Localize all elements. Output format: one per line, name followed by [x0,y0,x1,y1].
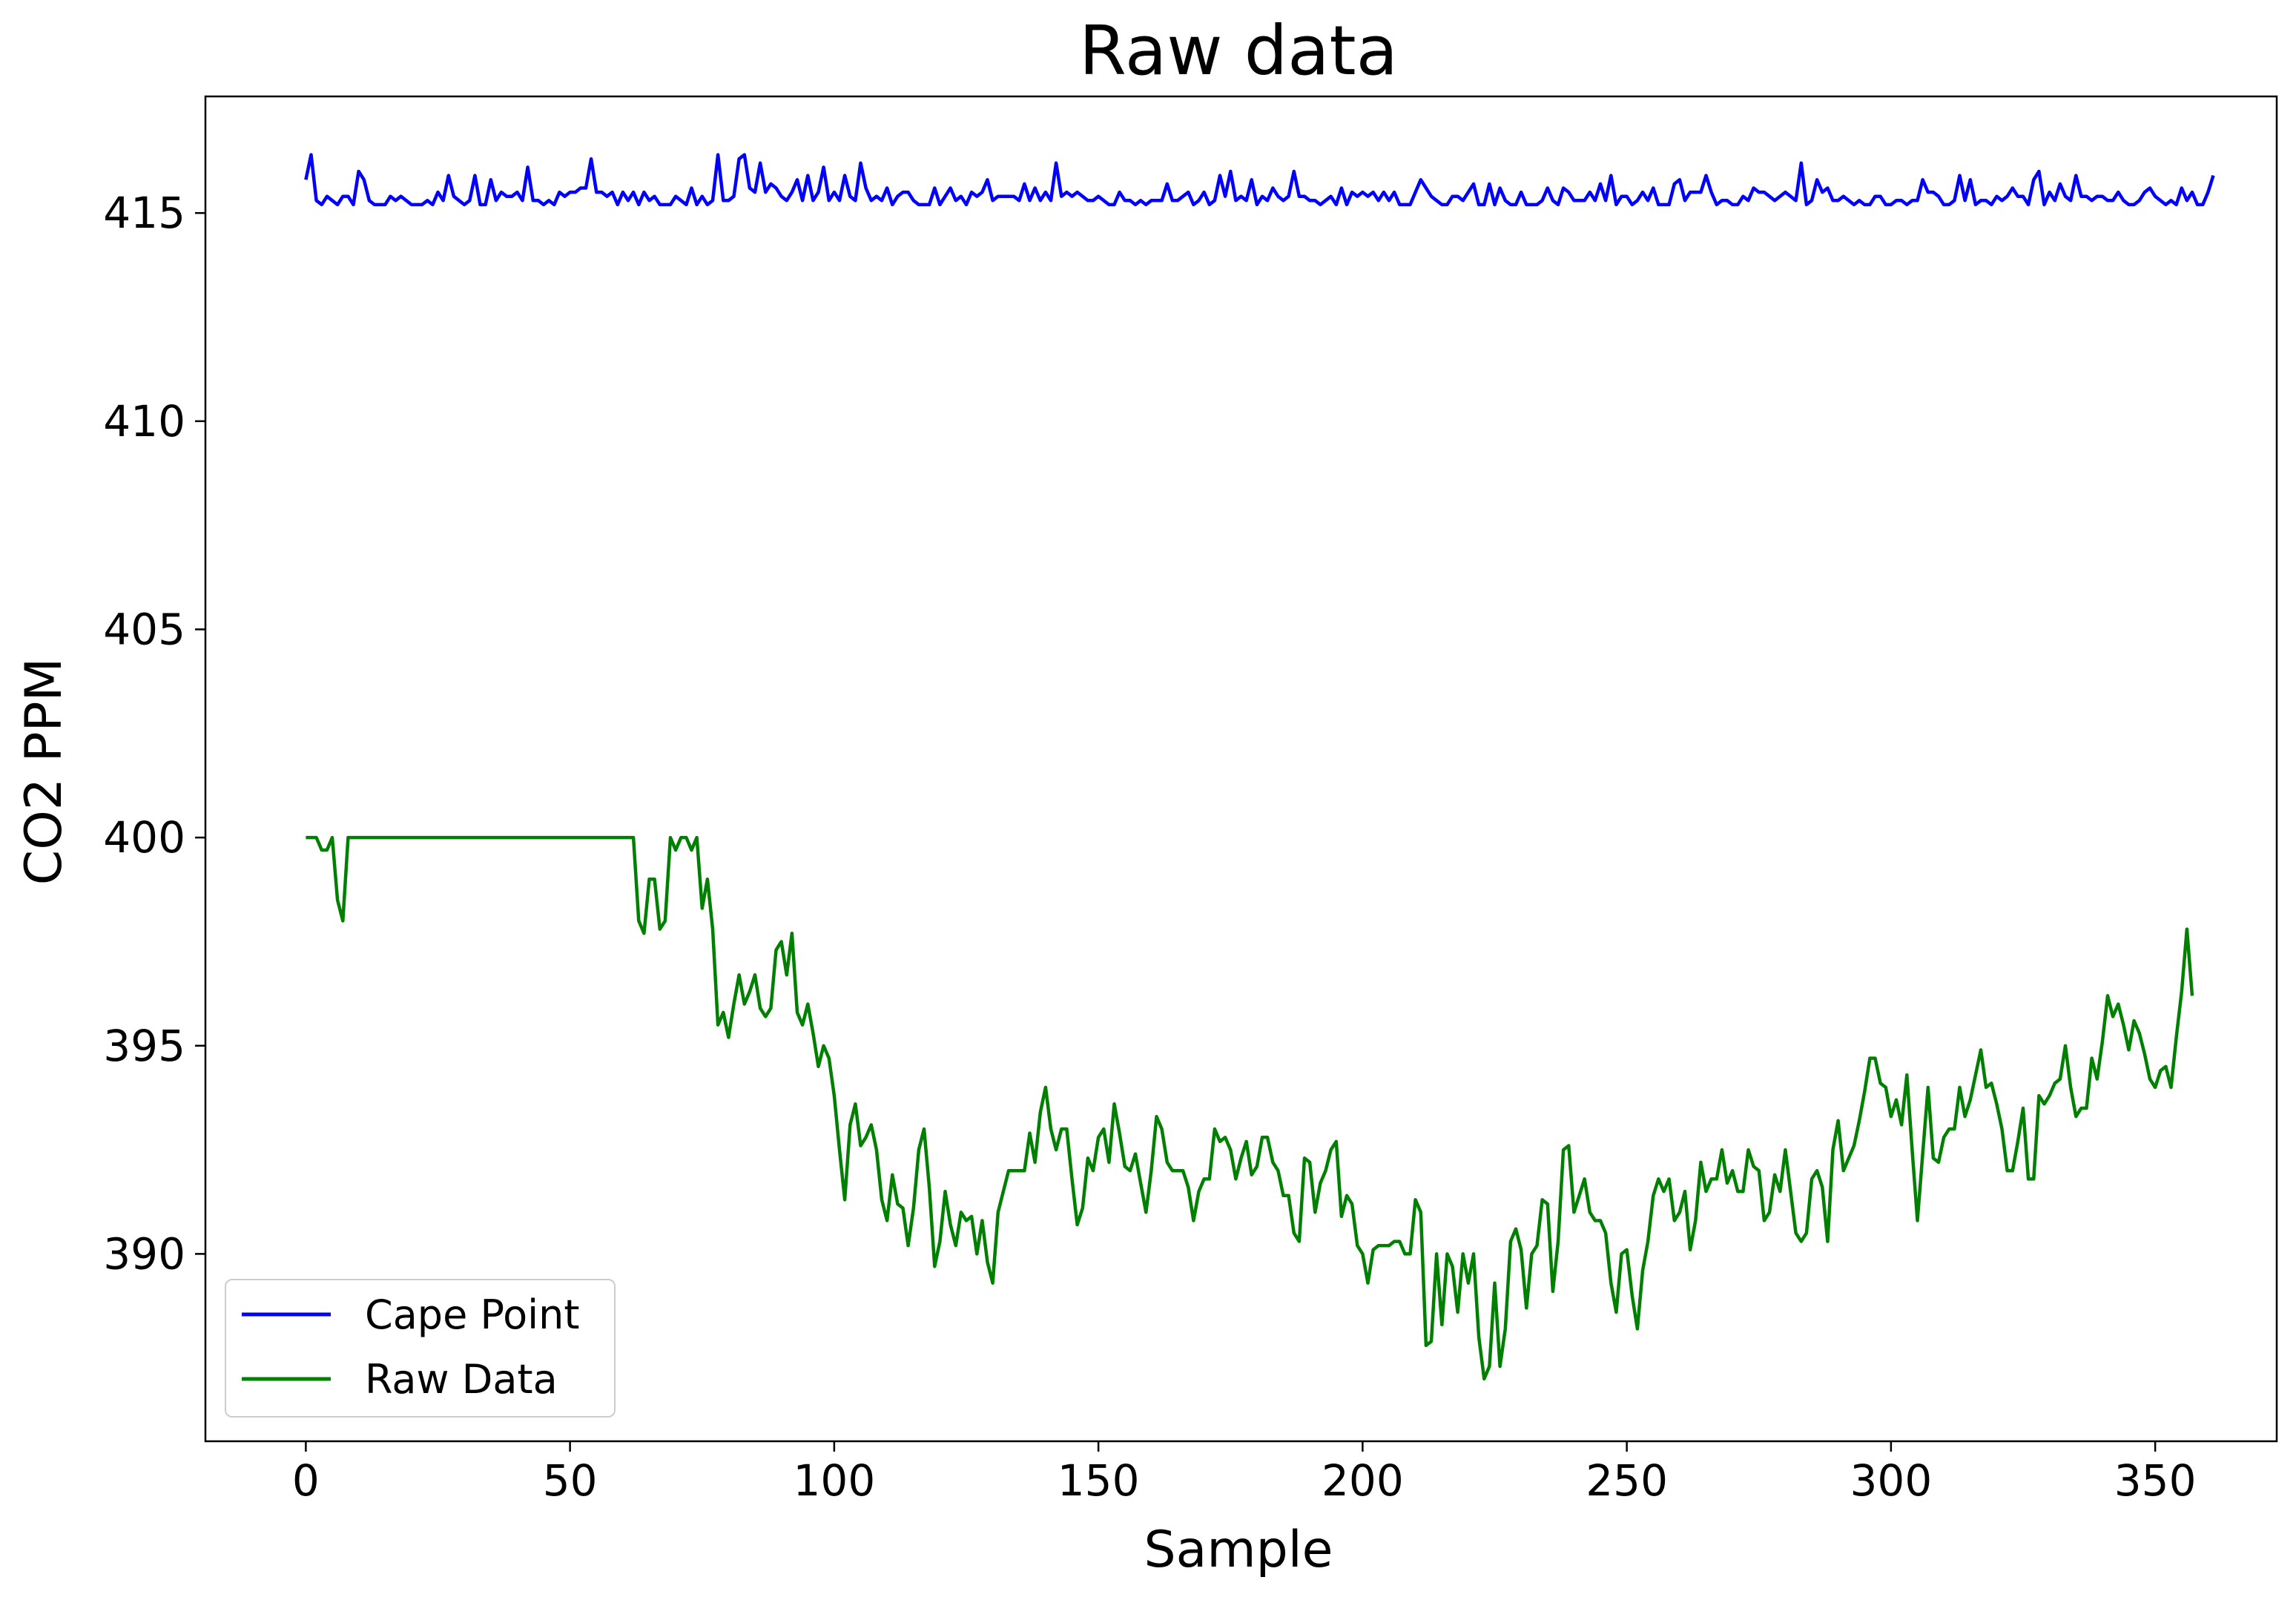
y-tick-label: 405 [103,604,185,654]
x-tick-label: 150 [1058,1455,1140,1506]
y-axis-label: CO2 PPM [15,658,73,886]
x-tick-label: 350 [2114,1455,2197,1506]
x-tick-label: 250 [1586,1455,1668,1506]
x-tick-label: 100 [794,1455,876,1506]
x-tick-label: 300 [1850,1455,1933,1506]
series-layer [304,153,2215,1381]
x-tick-label: 200 [1322,1455,1404,1506]
y-tick-label: 415 [103,188,185,238]
chart-title: Raw data [1079,11,1398,90]
x-axis-label: Sample [1144,1521,1333,1579]
x-tick-label: 50 [543,1455,598,1506]
y-tick-label: 390 [103,1228,185,1279]
x-axis: 0 50 100 150 200 250 300 350 [292,1441,2197,1506]
y-tick-label: 395 [103,1021,185,1071]
y-tick-label: 410 [103,396,185,447]
legend-label-cape-point: Cape Point [365,1291,580,1338]
y-axis: 390 395 400 405 410 415 [103,188,205,1279]
series-line-raw-data [306,835,2194,1381]
legend-label-raw-data: Raw Data [365,1356,558,1403]
x-tick-label: 0 [292,1455,320,1506]
y-tick-label: 400 [103,812,185,863]
plot-area: 0 50 100 150 200 250 300 350 390 395 400 405 410 415 [103,95,2278,1506]
legend: Cape Point Raw Data [225,1279,616,1418]
series-line-cape-point [304,153,2215,207]
plot-frame [204,95,2278,1443]
